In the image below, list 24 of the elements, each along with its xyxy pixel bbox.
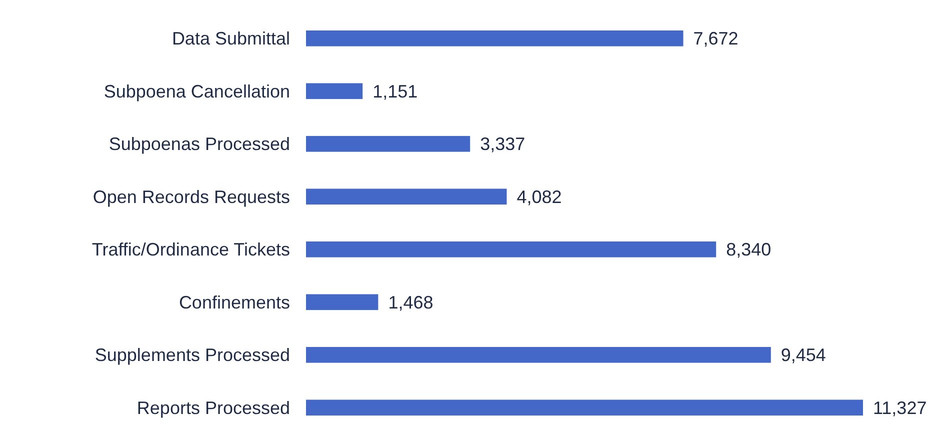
data-label: 7,672 (693, 28, 738, 49)
y-tick-label: Open Records Requests (92, 186, 290, 207)
bar (306, 136, 470, 152)
data-label: 4,082 (516, 186, 562, 207)
y-tick-label: Reports Processed (136, 398, 290, 418)
bar (306, 294, 378, 310)
data-label: 9,454 (780, 345, 826, 366)
y-tick-label: Supplements Processed (94, 345, 290, 366)
y-tick-label: Confinements (178, 292, 290, 312)
data-label: 3,337 (480, 134, 526, 154)
y-tick-label: Data Submittal (172, 28, 290, 49)
data-label: 1,468 (388, 292, 434, 312)
bar (306, 400, 863, 416)
data-label: 11,327 (873, 398, 927, 418)
bar (306, 241, 716, 258)
bar (306, 83, 363, 100)
bar (306, 30, 684, 46)
data-label: 8,340 (726, 240, 772, 260)
y-tick-label: Subpoena Cancellation (104, 81, 290, 102)
data-label: 1,151 (372, 81, 418, 102)
bar (306, 188, 507, 205)
bar (306, 346, 771, 363)
y-tick-label: Subpoenas Processed (108, 134, 290, 154)
y-tick-label: Traffic/Ordinance Tickets (92, 240, 290, 260)
